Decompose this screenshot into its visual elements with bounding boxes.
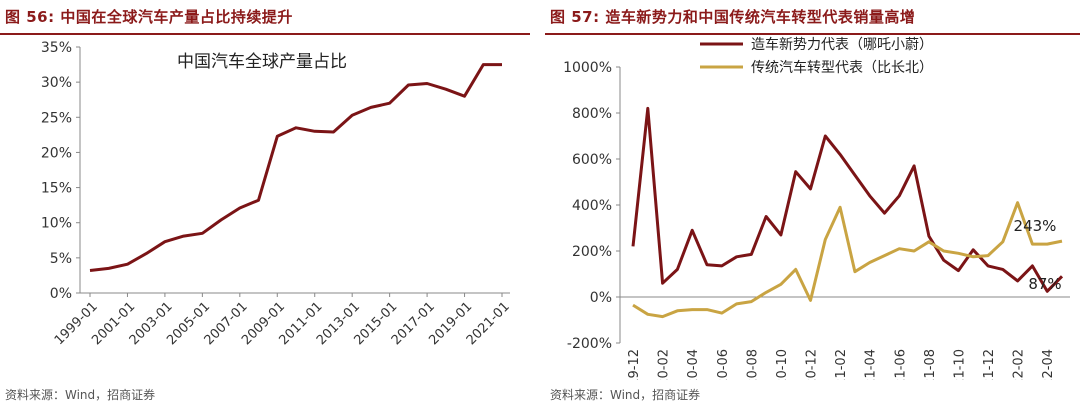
left-title-rule [0,33,530,35]
annotation-243: 243% [1014,217,1057,235]
right-title-rule [545,33,1080,35]
right-figure-title-block: 图 57: 造车新势力和中国传统汽车转型代表销量高增 [550,6,915,27]
legend-label-0: 造车新势力代表（哪吒小蔚） [751,36,933,53]
x-tick-label: 2021-12 [982,349,997,380]
x-tick-label: 2020-10 [775,349,790,380]
right-figure-title: 造车新势力和中国传统汽车转型代表销量高增 [605,8,916,26]
right-figure-label: 图 57: [550,8,600,26]
y-tick-label: 25% [41,110,72,126]
x-tick-label: 2020-06 [716,349,731,380]
right-source-note: 资料来源：Wind，招商证券 [550,388,701,402]
x-tick-label: 2020-08 [745,349,760,380]
in-plot-series-label: 中国汽车全球产量占比 [177,52,347,72]
y-tick-label: -200% [567,336,612,352]
x-tick-label: 2021-04 [864,349,879,380]
annotation-87: 87% [1028,275,1061,293]
y-tick-label: 20% [41,145,72,161]
x-tick-label: 2021-10 [952,349,967,380]
left-figure-title: 中国在全球汽车产量占比持续提升 [60,8,293,26]
right-figure-panel: 图 57: 造车新势力和中国传统汽车转型代表销量高增 -200% 0% 200% 40… [545,0,1080,407]
right-line-chart: -200% 0% 200% 400% 600% 800% 1000% 2019-12 2020-… [563,36,1070,380]
series-line-1 [632,201,1063,319]
y-tick-label: 600% [572,152,612,168]
series-line-0 [631,106,1064,293]
left-figure-title-block: 图 56: 中国在全球汽车产量占比持续提升 [5,6,293,27]
left-source-note: 资料来源：Wind，招商证券 [5,388,156,402]
x-tick-label: 2022-02 [1012,349,1027,380]
y-tick-label: 30% [41,75,72,91]
left-figure-label: 图 56: [5,8,55,26]
y-tick-label: 200% [572,244,612,260]
left-line-chart: 0%5%10%15%20%25%30%35%1999-012001-012003… [41,40,513,348]
y-tick-label: 800% [572,106,612,122]
y-tick-label: 0% [590,290,612,306]
series-line-china-share [89,63,502,272]
left-figure-panel: 图 56: 中国在全球汽车产量占比持续提升 0% 5% 10% 15% 20% 25% 30… [0,0,530,407]
x-tick-label: 2019-12 [627,349,642,380]
x-tick-label: 2021-06 [893,349,908,380]
y-tick-label: 15% [41,181,72,197]
x-tick-label: 2020-02 [657,349,672,380]
y-tick-label: 35% [41,40,72,56]
y-tick-label: 5% [50,251,72,267]
y-tick-label: 400% [572,198,612,214]
y-tick-label: 0% [50,286,72,302]
x-tick-label: 2022-04 [1041,349,1056,380]
y-tick-label: 1000% [563,60,612,76]
x-tick-label: 2020-12 [805,349,820,380]
y-tick-label: 10% [41,216,72,232]
x-tick-label: 2021-08 [923,349,938,380]
legend-label-1: 传统汽车转型代表（比长北） [751,59,933,76]
x-tick-label: 2021-02 [834,349,849,380]
x-tick-label: 2020-04 [686,349,701,380]
